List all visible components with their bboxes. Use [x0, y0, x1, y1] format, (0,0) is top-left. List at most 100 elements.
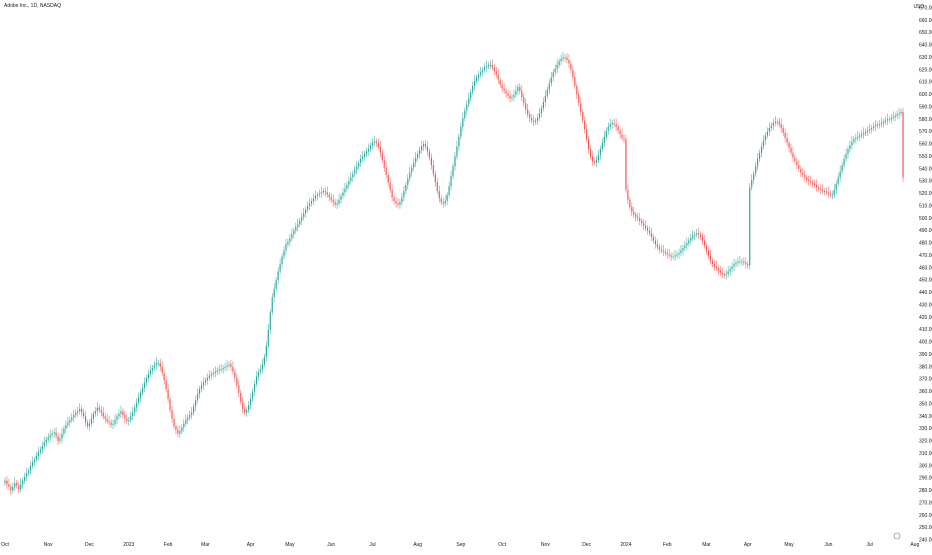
- candle-body: [289, 238, 291, 242]
- candle-body: [788, 142, 790, 148]
- candle-body: [305, 209, 307, 214]
- y-tick-label: 250.00: [919, 525, 932, 531]
- candle-body: [299, 220, 301, 225]
- candle-body: [768, 128, 770, 132]
- candle-body: [466, 104, 468, 111]
- candle-body: [595, 160, 598, 163]
- candle-body: [27, 470, 30, 474]
- candle-body: [572, 69, 574, 78]
- candle-body: [658, 246, 660, 250]
- candle-body: [385, 167, 387, 176]
- candle-body: [735, 262, 737, 265]
- candle-body: [867, 130, 869, 132]
- candle-body: [513, 94, 515, 98]
- candle-body: [599, 149, 601, 156]
- candle-body: [120, 411, 122, 414]
- candle-body: [444, 201, 446, 204]
- y-tick-label: 630.00: [919, 55, 932, 61]
- candle-body: [855, 137, 857, 140]
- candle-body: [861, 134, 863, 136]
- candle-body: [10, 486, 12, 491]
- candle-body: [613, 123, 615, 125]
- candle-body: [149, 370, 151, 375]
- candle-body: [269, 312, 271, 330]
- y-tick-label: 530.00: [919, 179, 932, 185]
- candle-body: [173, 418, 175, 427]
- candle-body: [291, 234, 293, 239]
- candle-body: [193, 406, 195, 413]
- candle-body: [727, 271, 729, 274]
- candle-body: [686, 243, 688, 246]
- candle-body: [49, 434, 51, 438]
- candle-body: [503, 88, 505, 91]
- candle-body: [212, 372, 214, 375]
- candle-body: [847, 149, 849, 154]
- candle-body: [527, 109, 529, 115]
- candle-body: [731, 266, 733, 270]
- candle-body: [179, 431, 181, 434]
- candle-body: [468, 98, 470, 105]
- candle-body: [493, 67, 495, 72]
- candle-body: [230, 364, 232, 367]
- candle-body: [314, 196, 317, 199]
- candle-body: [452, 166, 454, 177]
- candle-body: [88, 423, 91, 427]
- candle-body: [281, 256, 283, 265]
- candle-body: [202, 382, 205, 386]
- candle-body: [96, 407, 98, 412]
- candle-body: [450, 176, 452, 187]
- candle-body: [588, 139, 590, 150]
- candle-body: [39, 449, 41, 453]
- candle-body: [662, 250, 664, 252]
- candle-body: [481, 69, 484, 73]
- candle-body: [637, 217, 639, 219]
- candle-body: [839, 171, 841, 178]
- price-axis-panel: [908, 0, 932, 550]
- candle-body: [187, 417, 189, 420]
- candle-body: [601, 142, 603, 150]
- candle-body: [426, 146, 429, 152]
- candle-body: [525, 103, 527, 110]
- candle-body: [800, 168, 802, 173]
- candle-body: [352, 173, 354, 178]
- candle-body: [228, 364, 230, 366]
- candle-body: [159, 363, 161, 367]
- y-tick-label: 610.00: [919, 80, 932, 86]
- candle-body: [393, 197, 395, 202]
- candle-body: [835, 183, 837, 190]
- candle-body: [147, 374, 150, 378]
- candle-body: [204, 380, 207, 383]
- scale-settings-icon[interactable]: [893, 532, 901, 540]
- candle-body: [422, 144, 425, 147]
- candle-body: [794, 157, 796, 162]
- candle-body: [603, 136, 605, 143]
- candle-body: [645, 225, 647, 229]
- y-tick-label: 600.00: [919, 92, 932, 98]
- y-tick-label: 400.00: [919, 340, 932, 346]
- candle-body: [719, 270, 721, 273]
- candle-body: [802, 172, 804, 176]
- candle-body: [328, 194, 330, 198]
- candle-body: [102, 412, 104, 417]
- candle-body: [409, 172, 411, 179]
- candle-body: [584, 120, 586, 130]
- candle-body: [696, 233, 698, 235]
- candle-body: [491, 64, 493, 68]
- candle-body: [806, 177, 808, 180]
- y-tick-label: 240.00: [919, 538, 932, 544]
- candle-body: [851, 141, 853, 146]
- currency-label: USD: [913, 4, 924, 10]
- candle-body: [495, 71, 497, 75]
- candle-body: [479, 72, 482, 75]
- candle-body: [26, 473, 28, 477]
- candle-body: [611, 123, 613, 125]
- candle-body: [580, 103, 582, 112]
- candle-body: [519, 87, 521, 91]
- candle-body: [165, 380, 167, 390]
- candle-body: [279, 264, 281, 272]
- y-tick-label: 410.00: [919, 327, 932, 333]
- candle-body: [29, 465, 32, 471]
- candle-body: [474, 80, 476, 86]
- y-tick-label: 480.00: [919, 241, 932, 247]
